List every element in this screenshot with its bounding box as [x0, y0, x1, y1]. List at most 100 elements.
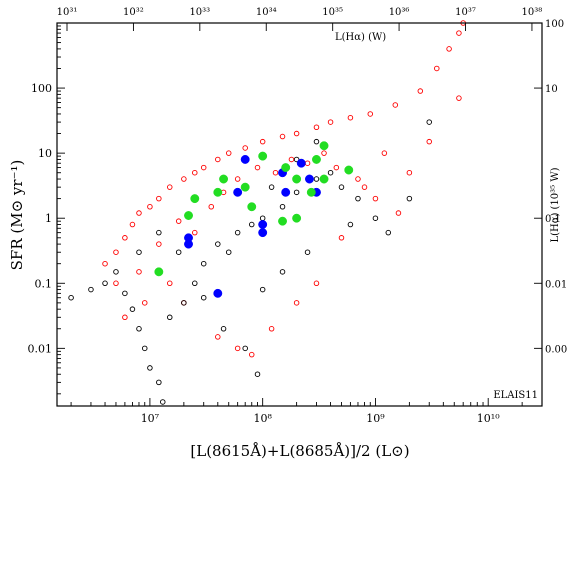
data-point [129, 306, 136, 312]
data-point [293, 130, 300, 137]
data-point [395, 210, 402, 216]
top-axis-label: L(Hα) (W) [335, 32, 386, 43]
data-point [181, 300, 187, 306]
data-point [141, 345, 148, 352]
x-tick-label: 10⁹ [366, 412, 385, 425]
data-point [355, 195, 361, 202]
y-tick-label: 0.01 [28, 342, 53, 355]
data-point [181, 176, 187, 182]
x-tick-label: 10⁸ [253, 412, 272, 425]
data-point [293, 189, 300, 196]
data-point [200, 260, 207, 267]
data-point [129, 221, 136, 228]
right-tick-label: 10 [545, 84, 558, 95]
data-point [175, 218, 182, 224]
data-point [156, 379, 162, 386]
data-point [122, 290, 128, 297]
top-tick-label: 10³⁷ [455, 7, 476, 18]
data-point [304, 160, 311, 166]
data-point [213, 288, 223, 298]
data-point [215, 334, 221, 340]
top-tick-label: 10³⁸ [522, 7, 543, 18]
data-point [279, 269, 286, 275]
y-tick-label: 1 [45, 212, 52, 225]
data-point [240, 154, 250, 164]
top-tick-label: 10³⁶ [389, 7, 410, 18]
data-point [167, 314, 173, 321]
data-point [281, 187, 291, 197]
data-point [225, 150, 232, 156]
data-point [347, 221, 354, 228]
right-tick-label: 0.1 [545, 214, 561, 225]
data-point [102, 260, 108, 267]
data-point [213, 187, 223, 197]
data-point [141, 300, 148, 306]
data-point [367, 111, 374, 117]
data-point [456, 95, 462, 101]
data-point [361, 184, 368, 190]
data-point [258, 228, 268, 238]
data-point [385, 229, 392, 236]
data-point [296, 158, 306, 168]
top-tick-label: 10³³ [189, 7, 210, 18]
data-point [113, 269, 119, 275]
data-point [113, 249, 119, 255]
data-point [248, 351, 255, 358]
top-tick-label: 10³⁵ [322, 7, 343, 18]
data-point [160, 399, 166, 405]
x-tick-label: 10⁷ [141, 412, 160, 425]
data-point [406, 169, 413, 176]
data-point [200, 294, 207, 301]
data-point [258, 220, 268, 229]
data-point [200, 164, 207, 171]
data-point [327, 169, 334, 176]
data-point [136, 249, 142, 255]
data-point [446, 46, 452, 52]
data-point [248, 221, 255, 228]
data-point [147, 365, 153, 371]
data-point [306, 187, 316, 197]
data-point [304, 249, 311, 255]
data-point [319, 174, 329, 184]
data-point [319, 141, 329, 151]
data-point [288, 156, 295, 163]
data-point [272, 169, 279, 176]
data-point [234, 345, 241, 352]
top-tick-label: 10³⁴ [256, 7, 277, 18]
data-point [192, 229, 198, 236]
data-point [347, 114, 354, 121]
data-point [154, 267, 164, 277]
data-point [426, 119, 432, 125]
data-point [220, 326, 227, 332]
top-tick-label: 10³¹ [57, 7, 78, 18]
plot-frame [56, 22, 543, 407]
data-point [333, 164, 340, 171]
data-point [254, 371, 261, 377]
data-point [279, 203, 286, 210]
data-point [192, 169, 198, 176]
data-point [136, 326, 142, 332]
data-point [156, 241, 162, 247]
data-point [305, 174, 314, 184]
axes: 10⁷ 10⁸ 10⁹ 10¹⁰ 0.01 0.1 1 10 100 10³¹ 10³² 10³³ 10… [28, 7, 568, 425]
data-point [321, 150, 327, 156]
data-points [68, 20, 466, 405]
data-point [313, 176, 320, 182]
data-point [293, 300, 300, 306]
data-point [156, 229, 162, 236]
series-1 [68, 119, 432, 405]
data-point [233, 187, 243, 197]
data-point [215, 156, 221, 163]
data-point [192, 280, 198, 287]
data-point [122, 314, 128, 321]
data-point [247, 202, 257, 212]
data-point [417, 88, 424, 94]
data-point [136, 269, 142, 275]
data-point [88, 286, 94, 293]
data-point [268, 184, 275, 190]
panel-label: ELAIS11 [493, 390, 538, 401]
y-axis-label: SFR (M⊙ yr⁻¹) [8, 160, 26, 271]
data-point [278, 216, 287, 226]
data-point [406, 195, 413, 202]
